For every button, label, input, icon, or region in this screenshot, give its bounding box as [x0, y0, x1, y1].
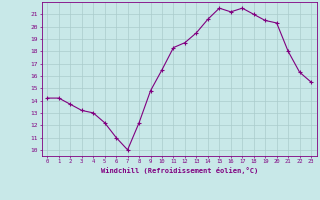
X-axis label: Windchill (Refroidissement éolien,°C): Windchill (Refroidissement éolien,°C) [100, 167, 258, 174]
